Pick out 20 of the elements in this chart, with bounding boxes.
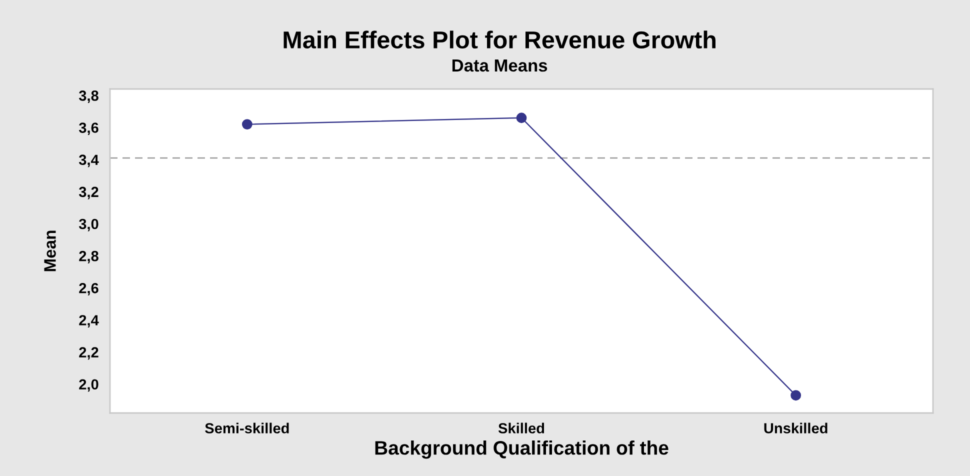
y-tick-label: 2,8 <box>79 250 98 264</box>
y-tick-label: 2,6 <box>79 282 98 296</box>
point <box>790 390 802 401</box>
chart-subtitle: Data Means <box>452 60 548 72</box>
y-tick-label: 3,8 <box>78 90 98 103</box>
x-axis-title: Background Qualification of the <box>375 440 668 459</box>
y-tick-label: 2,2 <box>79 347 98 360</box>
x-tick-label: Unskilled <box>764 422 828 434</box>
y-tick-label: 3,6 <box>78 122 98 136</box>
point <box>242 119 252 130</box>
y-tick-label: 3,2 <box>78 186 98 200</box>
y-axis-title: Mean <box>44 230 56 272</box>
x-tick-label: Skilled <box>498 422 544 434</box>
y-tick-label: 3,4 <box>78 154 99 168</box>
y-tick-label: 2,4 <box>79 315 99 328</box>
chart-title: Main Effects Plot for Revenue Growth <box>284 30 716 49</box>
y-tick-label: 2,0 <box>79 379 98 392</box>
y-tick-label: 3,0 <box>78 218 98 232</box>
x-tick-label: Semi-skilled <box>205 422 289 434</box>
point <box>516 112 527 124</box>
